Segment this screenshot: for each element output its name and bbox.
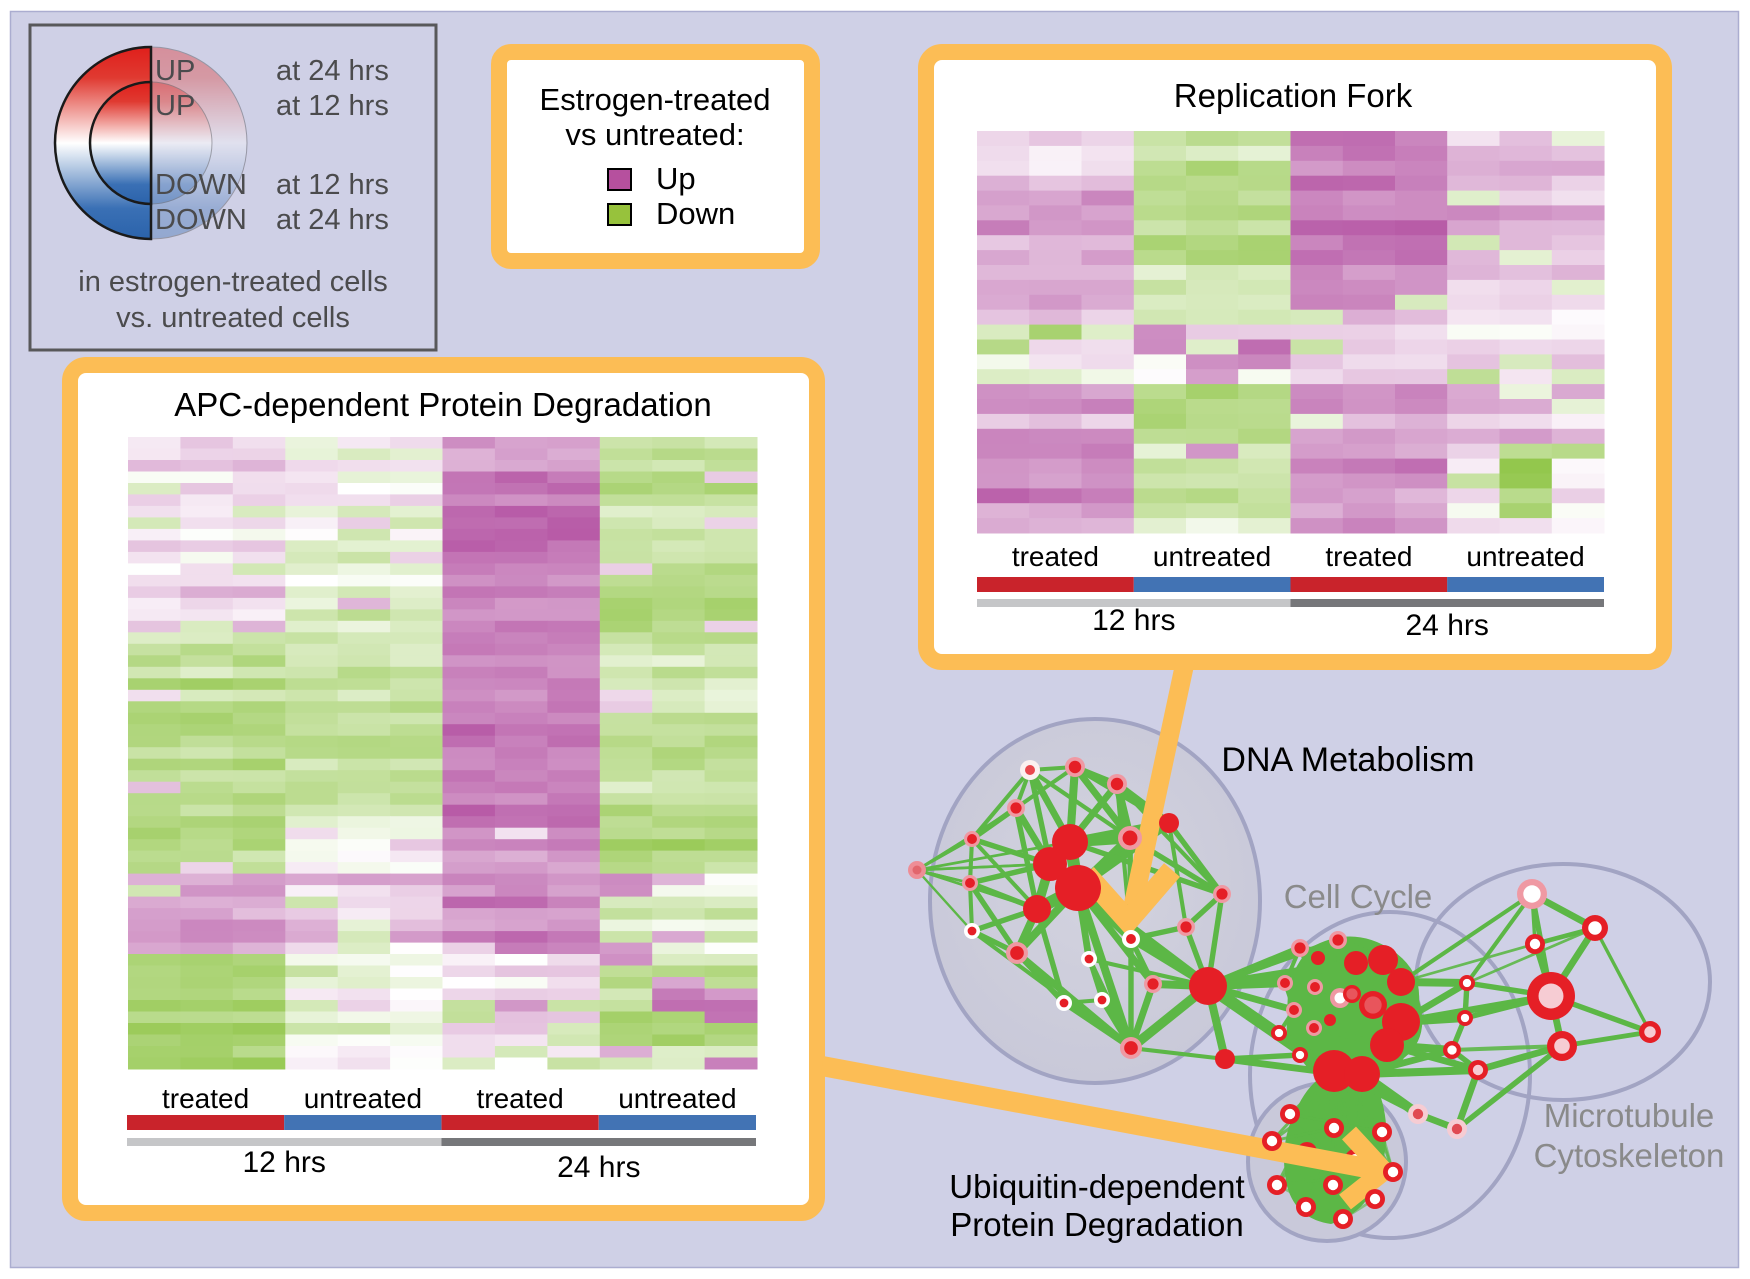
svg-text:APC-dependent Protein Degradat: APC-dependent Protein Degradation xyxy=(174,386,712,423)
svg-text:Protein Degradation: Protein Degradation xyxy=(950,1206,1244,1243)
svg-text:DNA Metabolism: DNA Metabolism xyxy=(1221,741,1474,779)
svg-text:treated: treated xyxy=(477,1083,564,1114)
svg-text:Cell Cycle: Cell Cycle xyxy=(1284,878,1433,915)
svg-text:untreated: untreated xyxy=(304,1083,422,1114)
svg-text:treated: treated xyxy=(1012,541,1099,572)
svg-text:UP: UP xyxy=(155,90,195,122)
svg-text:untreated: untreated xyxy=(1466,541,1584,572)
svg-text:at 12 hrs: at 12 hrs xyxy=(276,169,389,201)
svg-text:24 hrs: 24 hrs xyxy=(1406,609,1489,642)
svg-text:vs. untreated cells: vs. untreated cells xyxy=(116,302,350,334)
svg-text:at 24 hrs: at 24 hrs xyxy=(276,55,389,87)
svg-text:Microtubule: Microtubule xyxy=(1544,1097,1715,1134)
svg-text:Down: Down xyxy=(656,196,735,231)
svg-text:untreated: untreated xyxy=(1153,541,1271,572)
svg-text:Replication Fork: Replication Fork xyxy=(1174,77,1413,114)
svg-text:Estrogen-treated: Estrogen-treated xyxy=(540,82,771,117)
svg-text:24 hrs: 24 hrs xyxy=(557,1151,640,1184)
svg-text:DOWN: DOWN xyxy=(155,169,247,201)
svg-text:Cytoskeleton: Cytoskeleton xyxy=(1534,1137,1725,1174)
svg-text:treated: treated xyxy=(1325,541,1412,572)
svg-text:treated: treated xyxy=(162,1083,249,1114)
svg-text:at 12 hrs: at 12 hrs xyxy=(276,90,389,122)
svg-text:12 hrs: 12 hrs xyxy=(1092,604,1175,637)
svg-text:vs untreated:: vs untreated: xyxy=(565,117,744,152)
svg-text:untreated: untreated xyxy=(618,1083,736,1114)
svg-text:at 24 hrs: at 24 hrs xyxy=(276,204,389,236)
svg-text:UP: UP xyxy=(155,55,195,87)
svg-text:Ubiquitin-dependent: Ubiquitin-dependent xyxy=(949,1168,1244,1205)
svg-text:Up: Up xyxy=(656,161,696,196)
svg-text:DOWN: DOWN xyxy=(155,204,247,236)
svg-text:12 hrs: 12 hrs xyxy=(243,1146,326,1179)
svg-text:in estrogen-treated cells: in estrogen-treated cells xyxy=(78,266,388,298)
